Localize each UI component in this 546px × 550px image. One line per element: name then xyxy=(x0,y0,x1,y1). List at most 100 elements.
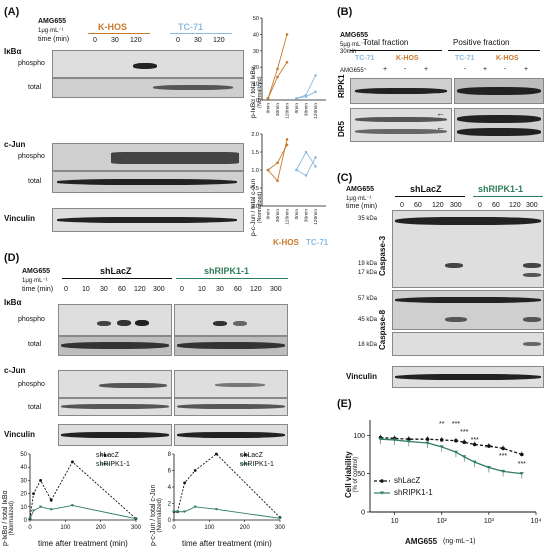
a-plot-ytick-label: 40 xyxy=(253,32,259,38)
panel-e-legend-shlacz: shLacZ xyxy=(394,476,421,485)
d-plot-series-line xyxy=(29,461,137,520)
e-plot-point xyxy=(472,442,477,447)
panel-a-cjun-label: c-Jun xyxy=(4,140,26,149)
panel-d-time-2: 10 xyxy=(82,286,90,293)
panel-d-blot-ikba-phospho-shripk1 xyxy=(174,304,288,336)
panel-c-shlacz-underline xyxy=(395,196,465,197)
panel-a-vinculin-label: Vinculin xyxy=(4,214,35,223)
e-plot-legend-marker-shlacz xyxy=(380,479,384,483)
e-plot-point xyxy=(462,455,467,459)
e-plot-star: ** xyxy=(439,421,445,428)
a-plot-point xyxy=(266,168,270,172)
a-plot-xtick-label: 30min xyxy=(304,209,310,222)
panel-b-dr5-label: DR5 xyxy=(337,120,346,137)
panel-d-plot2-legend-shlacz: shLacZ xyxy=(240,452,263,459)
panel-d-label: (D) xyxy=(4,252,20,264)
panel-e-ylabel-line2: (% of control) xyxy=(353,456,359,493)
a-plot-point xyxy=(314,90,317,94)
panel-c-time-label: time (min) xyxy=(346,203,378,210)
panel-a-cjun-phospho-label: phospho xyxy=(18,153,45,160)
panel-a-plot2-ylabel-line1: p-c-Jun / total c-Jun xyxy=(250,178,257,236)
a-plot-ytick-label: 0.0 xyxy=(251,204,259,210)
panel-d-plot2-ylabel: p-c-Jun / total c-Jun (Normalized) xyxy=(150,485,163,546)
d-plot-ytick-label: 6 xyxy=(168,469,172,475)
e-plot-point xyxy=(501,446,505,451)
panel-e-xunit: (ng·mL−1) xyxy=(443,538,476,545)
panel-e-legend-shripk1: shRIPK1-1 xyxy=(394,488,433,497)
panel-c-time-4: 300 xyxy=(450,202,462,209)
panel-a-group-khos: K-HOS xyxy=(98,22,127,32)
panel-b-blot-dr5-positive xyxy=(454,108,544,142)
panel-a-blot-ikba-phospho xyxy=(52,50,244,78)
d-plot-legend-marker-shripk1 xyxy=(103,462,107,466)
panel-a-time-label: time (min) xyxy=(38,36,70,43)
e-plot-point xyxy=(392,438,397,442)
e-plot-ytick-label: 100 xyxy=(353,433,365,440)
panel-a-blot-vinculin xyxy=(52,208,244,232)
panel-d-time-9: 30 xyxy=(216,286,224,293)
panel-b-blot-dr5-total xyxy=(350,108,452,142)
panel-e-ylabel: Cell viability (% of control) xyxy=(344,451,359,498)
a-plot-point xyxy=(276,67,279,71)
panel-b-positive-underline xyxy=(448,50,540,51)
panel-d-time-6: 300 xyxy=(153,286,165,293)
panel-a-khos-underline xyxy=(88,33,150,34)
panel-b-duration: 30min xyxy=(340,49,357,55)
panel-d-blot-cjun-total-shlacz xyxy=(58,398,172,416)
panel-c-group-shlacz: shLacZ xyxy=(410,184,442,194)
panel-b-arrow-dr5-d: ← xyxy=(530,126,539,136)
panel-c-kda-17: 17 kDa xyxy=(358,270,378,276)
panel-d-blot-ikba-phospho-shlacz xyxy=(58,304,172,336)
panel-d-ikba-label: IκBα xyxy=(4,298,22,307)
e-plot-legend-marker-shripk1 xyxy=(380,491,384,495)
panel-d-blot-ikba-total-shlacz xyxy=(58,336,172,356)
panel-a-plot2-ylabel: p-c-Jun / total c-Jun (Normalized) xyxy=(250,179,263,236)
e-plot-xtick-label: 10² xyxy=(437,518,448,525)
panel-a-plot2-ylabel-line2: (Normalized) xyxy=(257,191,263,224)
panel-e-xlabel: AMG655 xyxy=(405,537,438,546)
panel-c-kda-57: 57 kDa xyxy=(358,296,378,302)
panel-a-plot1-ylabel-line1: p-IκBα / total IκBα xyxy=(250,66,257,118)
panel-a-blot-cjun-total xyxy=(52,171,244,193)
panel-d-time-12: 300 xyxy=(270,286,282,293)
e-plot-star: *** xyxy=(452,421,460,428)
d-plot-point xyxy=(49,498,53,502)
panel-c-time-8: 300 xyxy=(526,202,538,209)
panel-c-group-shripk1: shRIPK1-1 xyxy=(478,184,524,194)
d-plot-ytick-label: 10 xyxy=(20,505,27,511)
panel-a-time-0b: 0 xyxy=(176,37,180,44)
d-plot-ytick-label: 20 xyxy=(20,492,27,498)
a-plot-ytick-label: 0.5 xyxy=(251,186,259,192)
a-plot-point xyxy=(314,156,317,159)
panel-c-kda-18: 18 kDa xyxy=(358,342,378,348)
panel-c-shripk1-underline xyxy=(473,196,543,197)
panel-a-blot-ikba-total xyxy=(52,78,244,98)
panel-d-cjun-phospho-label: phospho xyxy=(18,381,45,388)
panel-b-sign-1: - xyxy=(364,66,367,73)
d-plot-point xyxy=(28,517,32,521)
panel-d-time-11: 120 xyxy=(250,286,262,293)
panel-d-blot-cjun-phospho-shripk1 xyxy=(174,370,288,398)
d-plot-point xyxy=(278,517,282,520)
panel-d-blot-ikba-total-shripk1 xyxy=(174,336,288,356)
e-plot-ytick-label: 0 xyxy=(361,510,365,517)
panel-d-time-label: time (min) xyxy=(22,286,54,293)
a-plot-point xyxy=(285,60,289,64)
panel-b-sign-5: - xyxy=(464,66,467,73)
a-plot-ytick-label: 30 xyxy=(253,49,259,55)
a-plot-ytick-label: 50 xyxy=(253,16,259,22)
d-plot-xtick-label: 0 xyxy=(172,525,176,531)
panel-d-plot1-ylabel-line2: (Normalized) xyxy=(9,501,15,536)
panel-c-treatment: AMG655 xyxy=(346,186,375,193)
panel-c-time-6: 60 xyxy=(492,202,500,209)
d-plot-point xyxy=(32,492,35,495)
panel-d-plot1-legend-shripk1: shRIPK1-1 xyxy=(96,461,130,468)
a-plot-xtick-label: 120min xyxy=(313,209,319,225)
d-plot-point xyxy=(70,504,74,507)
a-plot-ytick-label: 1.5 xyxy=(251,150,259,156)
d-plot-point xyxy=(193,469,197,472)
panel-d-plot1-legend-shlacz: shLacZ xyxy=(96,452,119,459)
d-plot-point xyxy=(39,505,43,509)
panel-d-group-shlacz: shLacZ xyxy=(100,266,132,276)
d-plot-point xyxy=(134,517,138,521)
